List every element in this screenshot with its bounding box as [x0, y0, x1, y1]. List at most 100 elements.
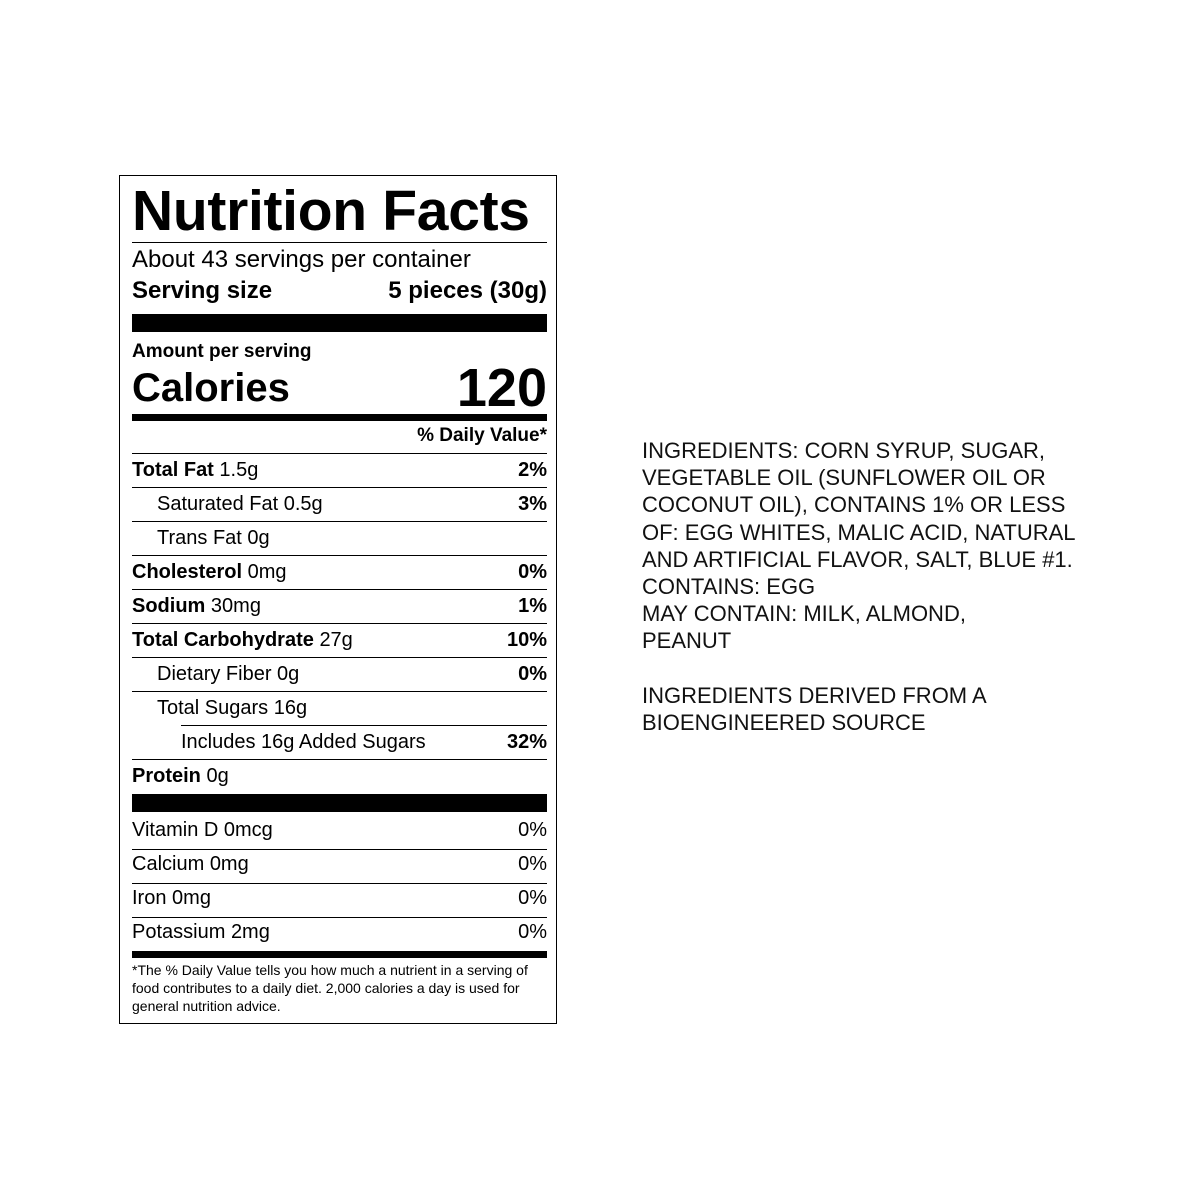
vitamin-daily-value: 0%	[518, 819, 547, 841]
nutrient-name-amount: Total Sugars 16g	[157, 697, 307, 720]
nutrient-row: Saturated Fat 0.5g 3%	[132, 488, 547, 521]
daily-value-header: % Daily Value*	[417, 425, 547, 446]
nutrient-name-amount: Total Fat 1.5g	[132, 459, 258, 482]
nutrient-amount: 16g	[273, 697, 308, 719]
serving-size-value: 5 pieces (30g)	[388, 277, 547, 304]
vitamin-daily-value: 0%	[518, 887, 547, 909]
medium-divider	[132, 951, 547, 958]
nutrient-amount: 0g	[277, 663, 300, 685]
divider	[132, 883, 547, 884]
serving-size-label: Serving size	[132, 277, 273, 304]
nutrient-daily-value: 2%	[518, 459, 547, 481]
vitamin-name: Calcium	[132, 853, 205, 875]
nutrient-row: Cholesterol 0mg 0%	[132, 556, 547, 589]
divider	[132, 453, 547, 454]
servings-per-container: About 43 servings per container	[132, 246, 471, 273]
nutrient-name-amount: Dietary Fiber 0g	[157, 663, 299, 686]
nutrient-name-amount: Cholesterol 0mg	[132, 561, 287, 584]
thick-divider	[132, 794, 547, 812]
label-title: Nutrition Facts	[132, 179, 530, 243]
nutrient-name-amount: Saturated Fat 0.5g	[157, 493, 323, 516]
vitamin-name: Potassium	[132, 921, 226, 943]
nutrient-daily-value: 0%	[518, 663, 547, 685]
thick-divider	[132, 314, 547, 332]
nutrient-row: Includes 16g Added Sugars 32%	[132, 726, 547, 759]
nutrient-name: Sodium	[132, 595, 206, 617]
divider	[132, 691, 547, 692]
divider	[132, 657, 547, 658]
nutrient-row: Sodium 30mg 1%	[132, 590, 547, 623]
divider	[132, 759, 547, 760]
nutrient-name: Total Carbohydrate	[132, 629, 314, 651]
vitamin-amount: 0mg	[209, 853, 249, 875]
vitamin-name-amount: Calcium 0mg	[132, 853, 249, 876]
divider	[181, 725, 547, 726]
nutrient-name: Cholesterol	[132, 561, 243, 583]
calories-label: Calories	[132, 365, 290, 410]
nutrient-row: Total Sugars 16g	[132, 692, 547, 725]
vitamin-row: Vitamin D 0mcg 0%	[132, 814, 547, 847]
vitamin-name-amount: Potassium 2mg	[132, 921, 270, 944]
nutrient-row: Total Carbohydrate 27g 10%	[132, 624, 547, 657]
nutrient-amount: 1.5g	[219, 459, 259, 481]
amount-per-serving: Amount per serving	[132, 341, 312, 362]
vitamin-name: Vitamin D	[132, 819, 219, 841]
vitamin-name-amount: Iron 0mg	[132, 887, 211, 910]
nutrient-name-amount: Trans Fat 0g	[157, 527, 270, 550]
divider	[132, 487, 547, 488]
nutrient-name: Trans Fat	[157, 527, 242, 549]
serving-size: Serving size 5 pieces (30g)	[132, 276, 547, 306]
nutrient-name: Dietary Fiber	[157, 663, 272, 685]
nutrient-row: Dietary Fiber 0g 0%	[132, 658, 547, 691]
ingredients-list: INGREDIENTS: CORN SYRUP, SUGAR, VEGETABL…	[642, 438, 1075, 572]
nutrient-name-amount: Includes 16g Added Sugars	[181, 731, 426, 754]
divider	[132, 555, 547, 556]
calories-value: 120	[456, 358, 547, 418]
vitamin-row: Iron 0mg 0%	[132, 882, 547, 915]
nutrient-amount: 0g	[206, 765, 229, 787]
divider	[132, 589, 547, 590]
vitamin-row: Calcium 0mg 0%	[132, 848, 547, 881]
vitamin-daily-value: 0%	[518, 853, 547, 875]
vitamin-row: Potassium 2mg 0%	[132, 916, 547, 949]
divider	[132, 623, 547, 624]
divider	[132, 242, 547, 243]
daily-value-footnote: *The % Daily Value tells you how much a …	[132, 962, 528, 1014]
divider	[132, 521, 547, 522]
nutrient-name: Includes 16g Added Sugars	[181, 731, 426, 753]
nutrient-amount: 0g	[247, 527, 270, 549]
nutrient-name: Saturated Fat	[157, 493, 279, 515]
nutrient-name: Total Fat	[132, 459, 214, 481]
nutrient-name-amount: Protein 0g	[132, 765, 229, 788]
nutrient-daily-value: 32%	[506, 731, 547, 753]
nutrient-row: Trans Fat 0g	[132, 522, 547, 555]
allergen-may-contain: MAY CONTAIN: MILK, ALMOND, PEANUT	[642, 601, 966, 654]
vitamin-amount: 0mg	[172, 887, 211, 909]
vitamin-daily-value: 0%	[518, 921, 547, 943]
ingredients-panel: INGREDIENTS: CORN SYRUP, SUGAR, VEGETABL…	[642, 437, 1102, 736]
nutrient-amount: 27g	[319, 629, 353, 651]
calories-row: Calories 120	[132, 358, 547, 418]
nutrient-amount: 0mg	[247, 561, 287, 583]
divider	[132, 849, 547, 850]
nutrient-row: Total Fat 1.5g 2%	[132, 454, 547, 487]
nutrient-daily-value: 1%	[518, 595, 547, 617]
nutrient-daily-value: 10%	[506, 629, 547, 651]
nutrient-daily-value: 0%	[518, 561, 547, 583]
nutrient-daily-value: 3%	[518, 493, 547, 515]
divider	[132, 917, 547, 918]
nutrient-amount: 0.5g	[283, 493, 323, 515]
nutrient-name: Total Sugars	[157, 697, 269, 719]
nutrient-name: Protein	[132, 765, 201, 787]
vitamin-amount: 2mg	[230, 921, 270, 943]
nutrient-amount: 30mg	[210, 595, 261, 617]
nutrient-name-amount: Total Carbohydrate 27g	[132, 629, 353, 652]
allergen-contains: CONTAINS: EGG	[642, 574, 816, 600]
vitamin-amount: 0mcg	[223, 819, 273, 841]
vitamin-name: Iron	[132, 887, 167, 909]
nutrient-name-amount: Sodium 30mg	[132, 595, 261, 618]
nutrient-row: Protein 0g	[132, 760, 547, 793]
bioengineered-statement: INGREDIENTS DERIVED FROM A BIOENGINEERED…	[642, 682, 986, 735]
vitamin-name-amount: Vitamin D 0mcg	[132, 819, 273, 842]
nutrition-facts-label: Nutrition Facts About 43 servings per co…	[119, 175, 557, 1024]
